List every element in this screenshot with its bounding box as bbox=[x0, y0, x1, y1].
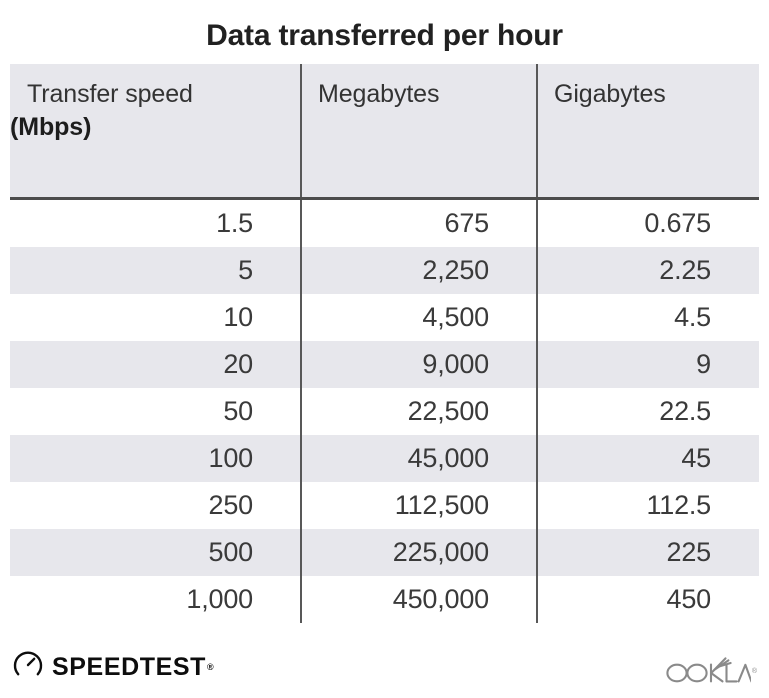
cell-transfer-speed: 20 bbox=[10, 341, 301, 388]
cell-gigabytes: 4.5 bbox=[536, 294, 759, 341]
page-title: Data transferred per hour bbox=[206, 19, 563, 52]
cell-transfer-speed: 50 bbox=[10, 388, 301, 435]
column-header-transfer-speed: Transfer speed (Mbps) bbox=[10, 64, 301, 200]
data-table: Transfer speed (Mbps) Megabytes Gigabyte… bbox=[10, 64, 759, 623]
table-row: 1.5 675 0.675 bbox=[10, 198, 759, 247]
cell-transfer-speed: 1,000 bbox=[10, 576, 301, 623]
table-row: 10 4,500 4.5 bbox=[10, 294, 759, 341]
cell-gigabytes: 9 bbox=[536, 341, 759, 388]
speedtest-logo: SPEEDTEST ® bbox=[13, 650, 214, 684]
cell-megabytes: 2,250 bbox=[300, 247, 537, 294]
cell-gigabytes: 0.675 bbox=[536, 198, 759, 247]
table-row: 20 9,000 9 bbox=[10, 341, 759, 388]
cell-megabytes: 675 bbox=[300, 198, 537, 247]
column-header-gigabytes: Gigabytes bbox=[536, 64, 759, 200]
table-row: 5 2,250 2.25 bbox=[10, 247, 759, 294]
column-header-megabytes: Megabytes bbox=[300, 64, 537, 200]
cell-transfer-speed: 500 bbox=[10, 529, 301, 576]
column-header-transfer-speed-line1: Transfer speed bbox=[27, 80, 193, 108]
cell-megabytes: 4,500 bbox=[300, 294, 537, 341]
table-body: 1.5 675 0.675 5 2,250 2.25 10 4,500 4.5 … bbox=[10, 198, 759, 623]
cell-transfer-speed: 1.5 bbox=[10, 198, 301, 247]
cell-transfer-speed: 5 bbox=[10, 247, 301, 294]
cell-gigabytes: 2.25 bbox=[536, 247, 759, 294]
cell-megabytes: 9,000 bbox=[300, 341, 537, 388]
cell-gigabytes: 45 bbox=[536, 435, 759, 482]
table-row: 500 225,000 225 bbox=[10, 529, 759, 576]
table-row: 250 112,500 112.5 bbox=[10, 482, 759, 529]
cell-gigabytes: 450 bbox=[536, 576, 759, 623]
ookla-wordmark-graphic bbox=[665, 652, 753, 689]
cell-megabytes: 112,500 bbox=[300, 482, 537, 529]
ookla-trademark: ® bbox=[751, 668, 757, 675]
cell-megabytes: 450,000 bbox=[300, 576, 537, 623]
table-row: 50 22,500 22.5 bbox=[10, 388, 759, 435]
cell-transfer-speed: 100 bbox=[10, 435, 301, 482]
table-row: 100 45,000 45 bbox=[10, 435, 759, 482]
cell-transfer-speed: 10 bbox=[10, 294, 301, 341]
table-row: 1,000 450,000 450 bbox=[10, 576, 759, 623]
table-header-row: Transfer speed (Mbps) Megabytes Gigabyte… bbox=[10, 64, 759, 200]
speedtest-wordmark: SPEEDTEST bbox=[52, 652, 207, 681]
footer-branding: SPEEDTEST ® bbox=[0, 640, 769, 698]
ookla-logo: ® bbox=[665, 652, 757, 689]
table-header: Transfer speed (Mbps) Megabytes Gigabyte… bbox=[10, 64, 759, 200]
column-header-megabytes-label: Megabytes bbox=[318, 80, 440, 108]
cell-gigabytes: 225 bbox=[536, 529, 759, 576]
speedometer-icon bbox=[13, 650, 43, 685]
cell-transfer-speed: 250 bbox=[10, 482, 301, 529]
cell-megabytes: 22,500 bbox=[300, 388, 537, 435]
speedtest-trademark: ® bbox=[207, 662, 214, 672]
column-header-transfer-speed-units: (Mbps) bbox=[10, 113, 92, 141]
cell-gigabytes: 22.5 bbox=[536, 388, 759, 435]
cell-gigabytes: 112.5 bbox=[536, 482, 759, 529]
cell-megabytes: 45,000 bbox=[300, 435, 537, 482]
column-header-gigabytes-label: Gigabytes bbox=[554, 80, 666, 108]
cell-megabytes: 225,000 bbox=[300, 529, 537, 576]
